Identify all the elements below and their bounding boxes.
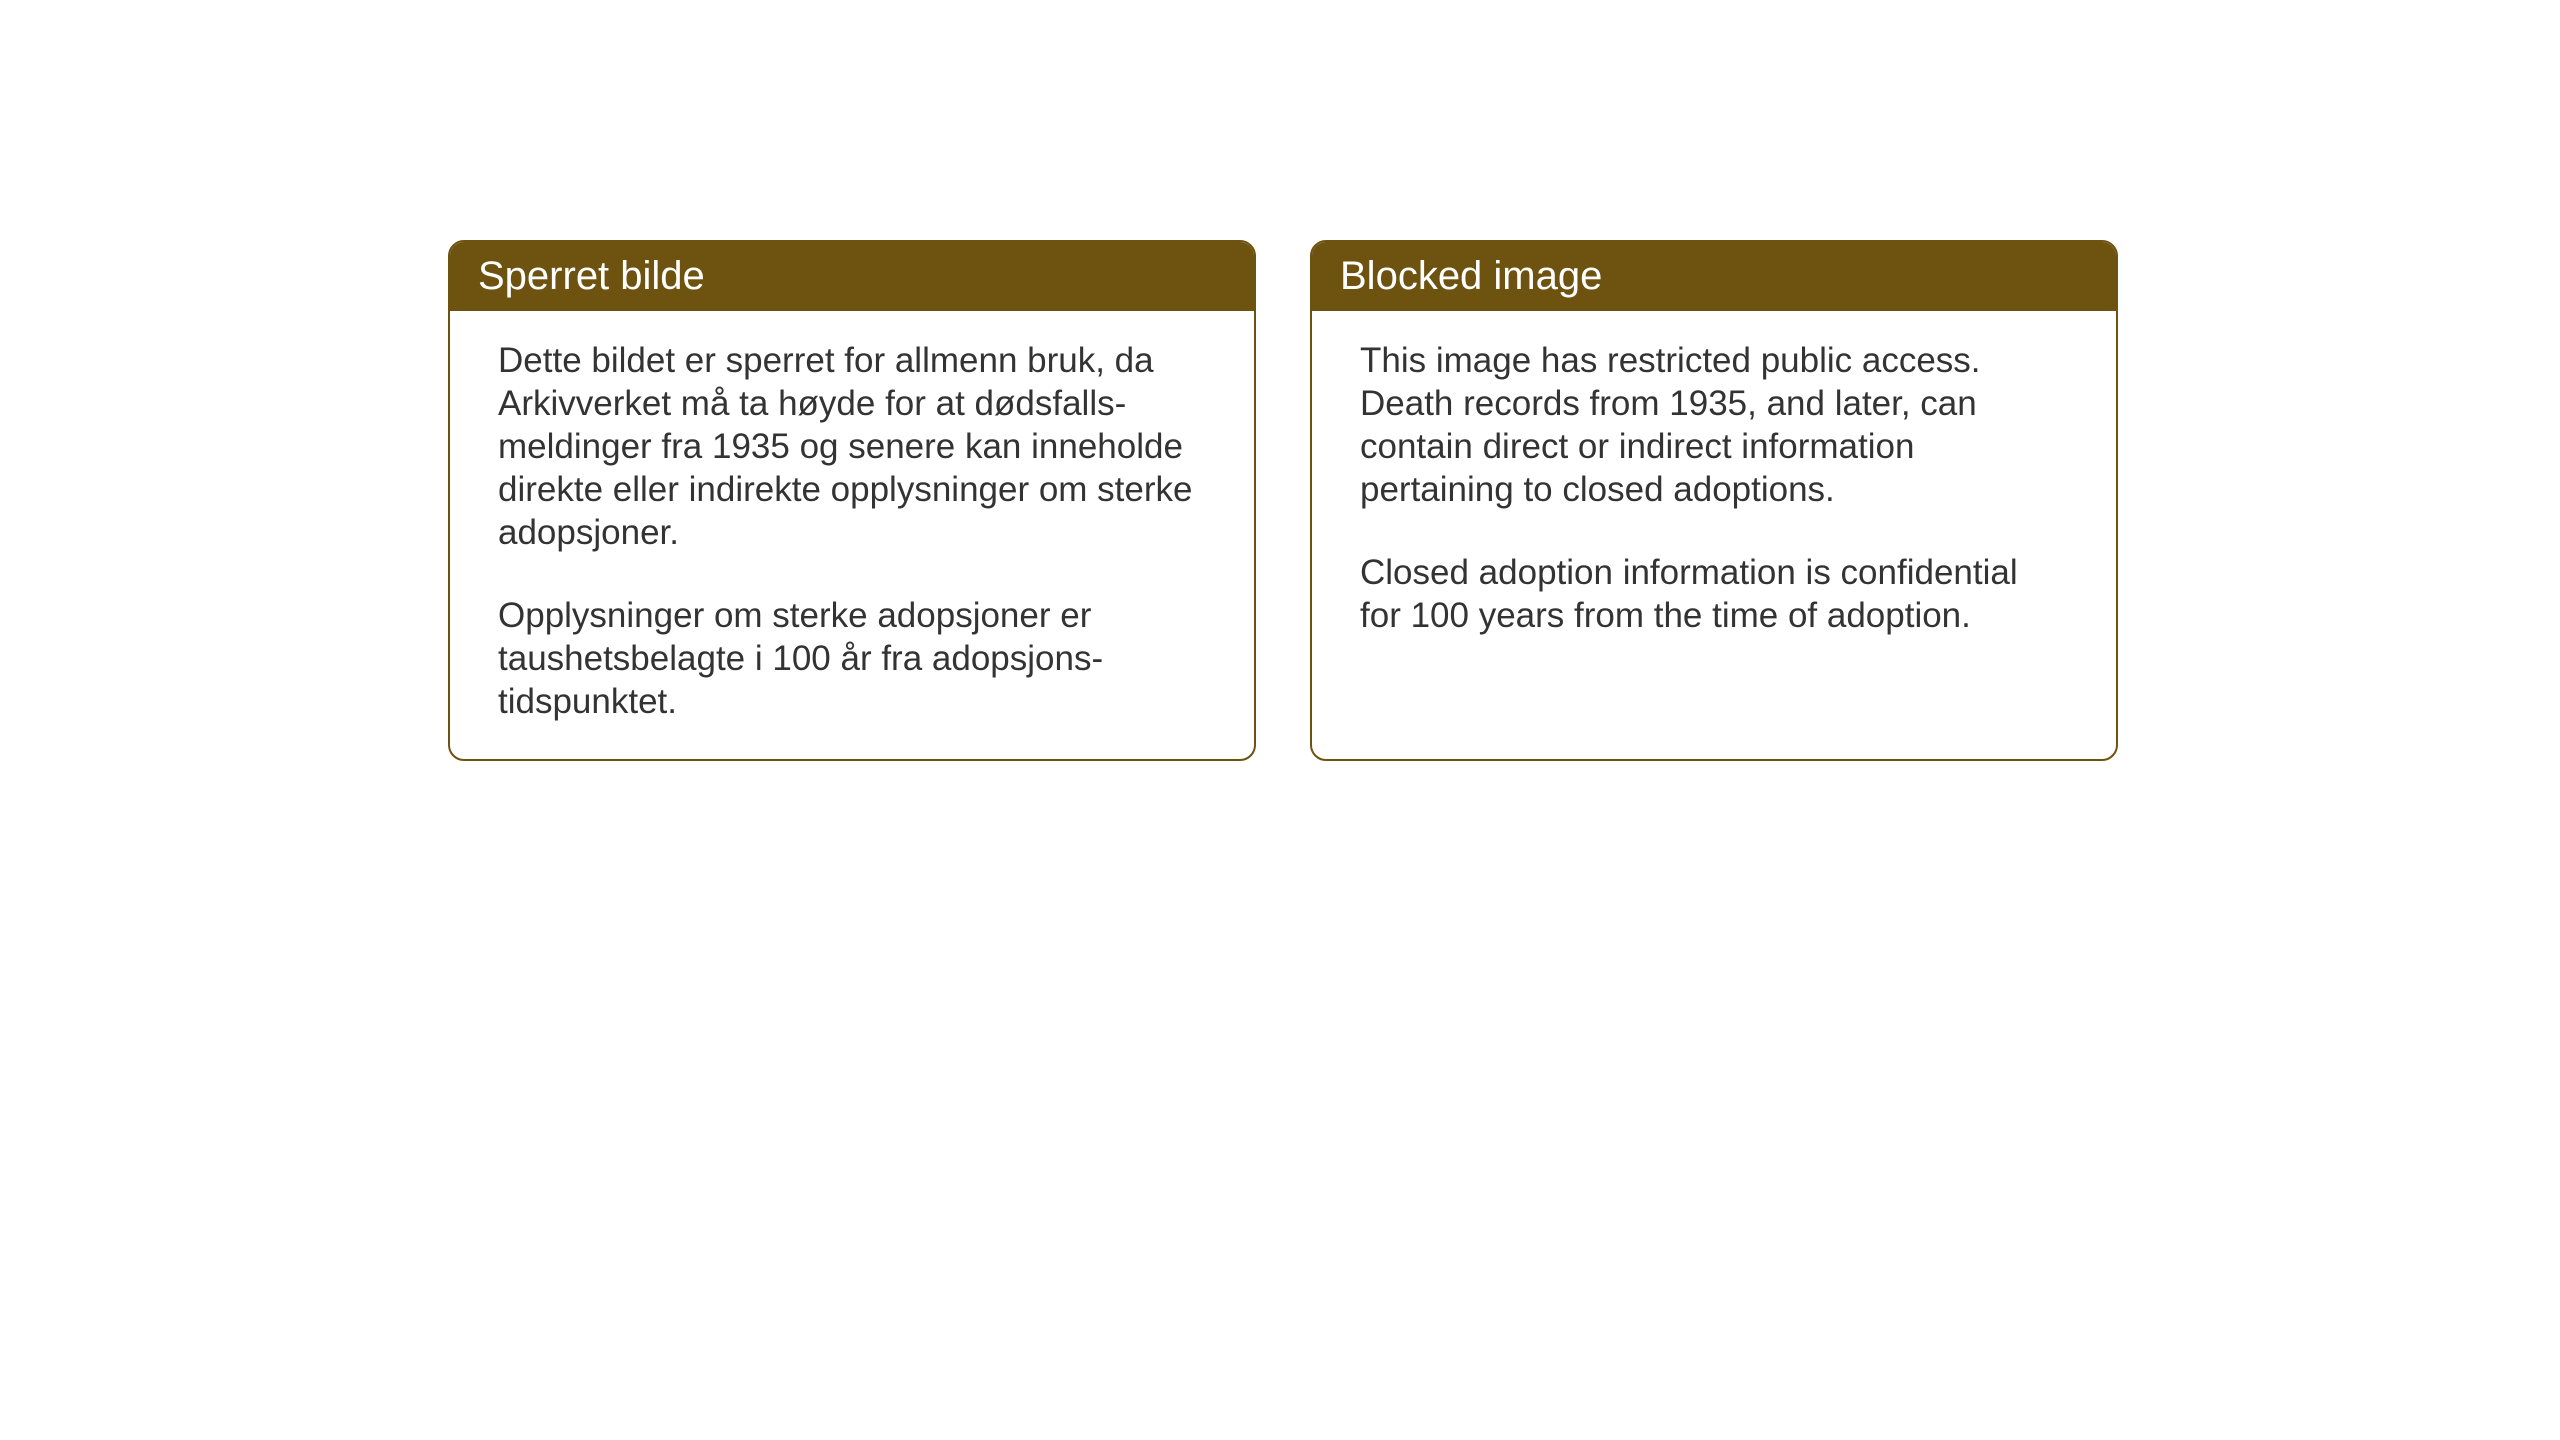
info-card-norwegian: Sperret bilde Dette bildet er sperret fo… — [448, 240, 1256, 761]
info-card-english: Blocked image This image has restricted … — [1310, 240, 2118, 761]
card-header-english: Blocked image — [1312, 242, 2116, 311]
info-cards-container: Sperret bilde Dette bildet er sperret fo… — [448, 240, 2118, 761]
card-paragraph-2-english: Closed adoption information is confident… — [1360, 551, 2068, 637]
card-header-norwegian: Sperret bilde — [450, 242, 1254, 311]
card-paragraph-1-english: This image has restricted public access.… — [1360, 339, 2068, 511]
card-paragraph-2-norwegian: Opplysninger om sterke adopsjoner er tau… — [498, 594, 1206, 723]
card-title-norwegian: Sperret bilde — [478, 254, 705, 298]
card-paragraph-1-norwegian: Dette bildet er sperret for allmenn bruk… — [498, 339, 1206, 554]
card-title-english: Blocked image — [1340, 254, 1602, 298]
card-body-norwegian: Dette bildet er sperret for allmenn bruk… — [450, 311, 1254, 759]
card-body-english: This image has restricted public access.… — [1312, 311, 2116, 751]
